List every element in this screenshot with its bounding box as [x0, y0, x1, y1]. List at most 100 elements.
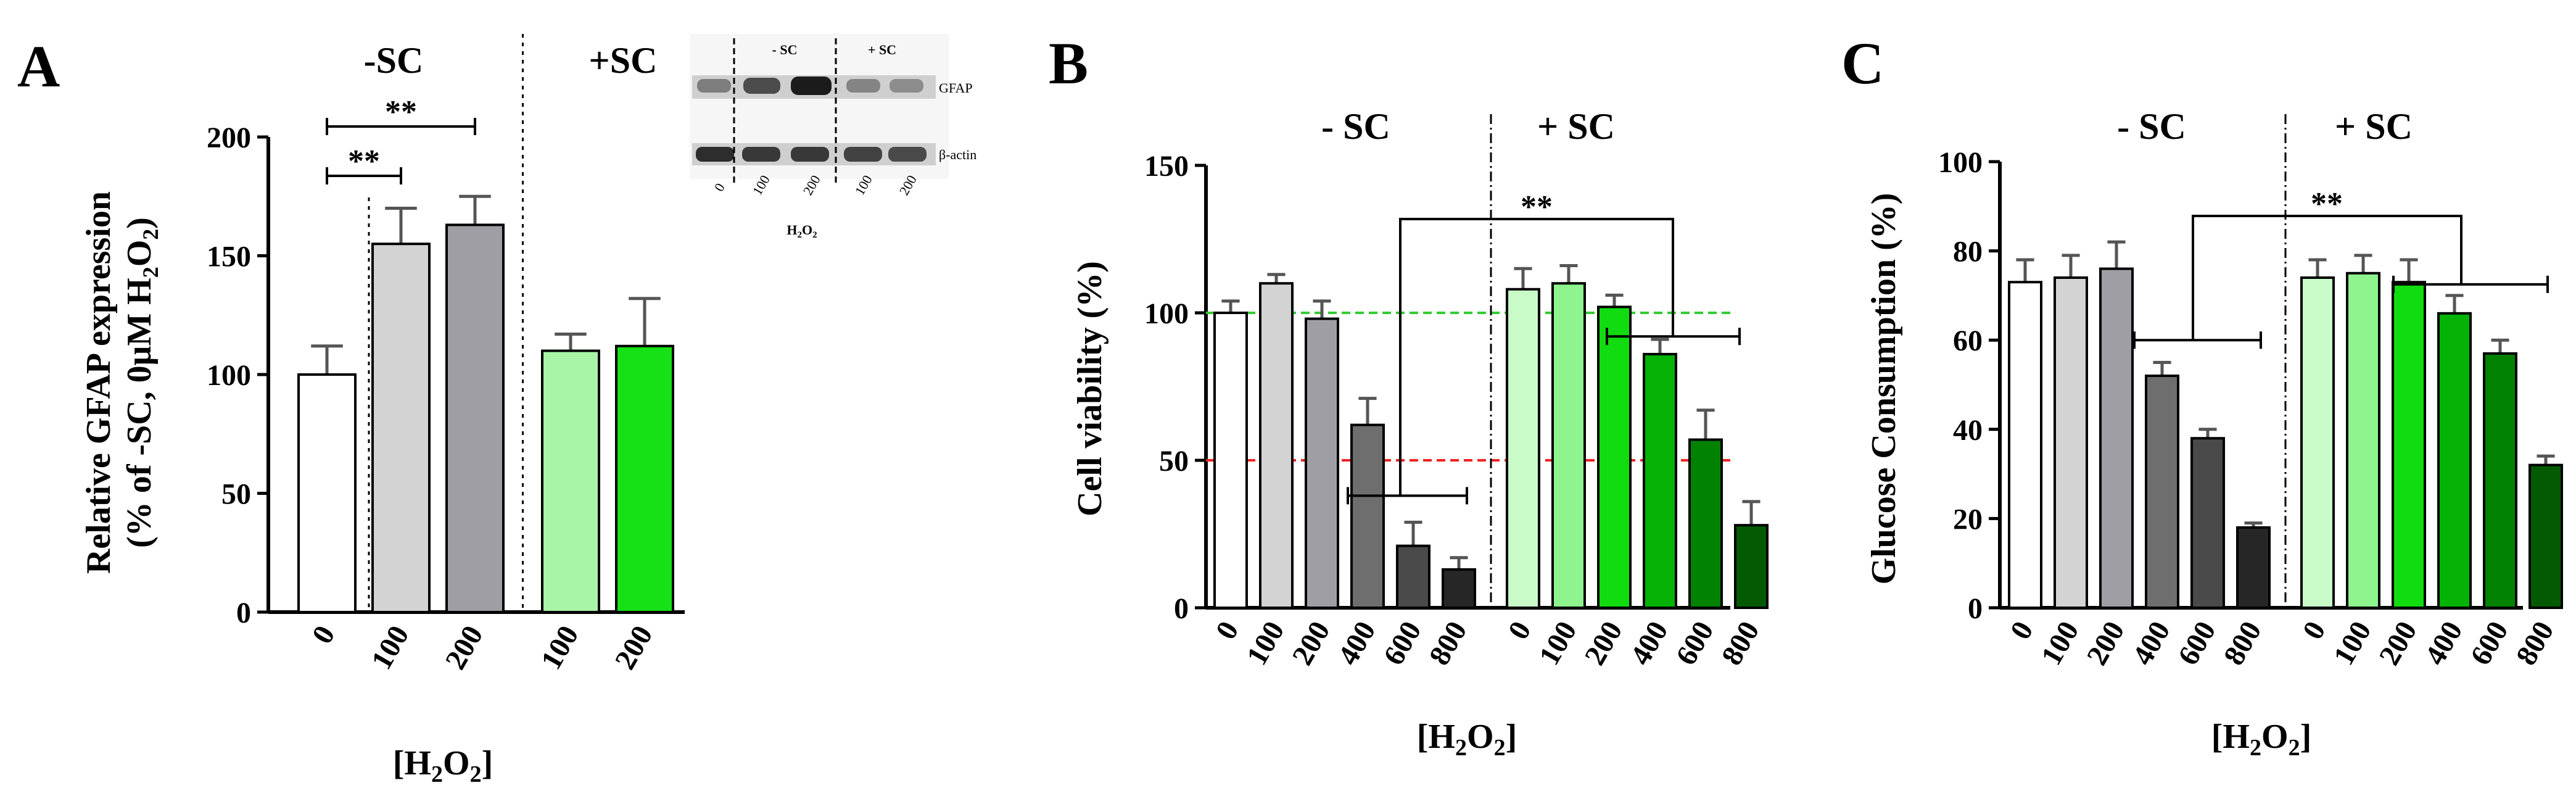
- panel-a-y-tick-label-150: 150: [207, 241, 251, 273]
- panel-c-bar-10: [2483, 352, 2517, 609]
- blot-band-actin-lane5: [888, 147, 927, 162]
- panel-b-bar-6: [1506, 288, 1540, 609]
- panel-b-bar-10: [1688, 438, 1723, 609]
- blot-band-actin-lane1: [696, 147, 734, 162]
- panel-b-x-tick-label-4: 600: [1377, 616, 1428, 671]
- panel-c-y-tick-label-0: 0: [1968, 592, 1983, 625]
- panel-letter-c: C: [1841, 30, 1884, 96]
- panel-b: B - SC + SC Cell viability (%) 0 50 100 150…: [1049, 30, 1769, 761]
- panel-c-bar-4: [2190, 437, 2225, 609]
- panel-b-bar-0: [1213, 312, 1248, 609]
- panel-b-bar-4: [1396, 544, 1430, 609]
- panel-b-bar-1: [1259, 282, 1294, 609]
- panel-c-y-tick-label-60: 60: [1953, 325, 1983, 357]
- panel-b-x-tick-label-5: 800: [1423, 616, 1474, 671]
- panel-c-x-tick-label-1: 100: [2035, 616, 2086, 671]
- panel-a-x-tick-label-3: 100: [535, 620, 585, 675]
- panel-b-y-tick-label-100: 100: [1144, 297, 1189, 330]
- blot-lane-label-1: 0: [711, 180, 728, 194]
- panel-a-y-tick-label-0: 0: [236, 597, 251, 629]
- panel-b-y-tick-label-150: 150: [1144, 150, 1189, 183]
- panel-b-bar-2: [1305, 317, 1339, 609]
- blot-band-actin-lane4: [844, 147, 882, 162]
- panel-b-x-tick-label-3: 400: [1332, 616, 1382, 671]
- panel-c-x-tick-label-6: 0: [2297, 616, 2332, 645]
- panel-c-x-tick-label-8: 200: [2373, 616, 2424, 671]
- panel-c-x-tick-label-7: 100: [2327, 616, 2378, 671]
- blot-row-label-gfap: GFAP: [939, 80, 973, 96]
- panel-a-ylabel-line1: Relative GFAP expression: [80, 191, 118, 574]
- blot-row-label-actin: β-actin: [939, 147, 976, 162]
- panel-b-x-tick-label-11: 800: [1715, 616, 1766, 671]
- panel-b-group-plus-sc: + SC: [1537, 106, 1615, 147]
- panel-a-y-tick-label-100: 100: [207, 359, 251, 392]
- panel-b-x-tick-label-10: 600: [1670, 616, 1720, 671]
- panel-b-sig-bracket: [1399, 218, 1674, 496]
- panel-a-sig-label-1: **: [385, 94, 417, 130]
- panel-c-x-tick-label-9: 400: [2419, 616, 2469, 671]
- panel-b-bar-8: [1597, 305, 1632, 609]
- panel-c-sig-bracket: [2192, 215, 2462, 341]
- blot-band-actin-lane2: [742, 147, 780, 162]
- panel-c-x-tick-label-5: 800: [2218, 616, 2268, 671]
- panel-b-x-tick-label-0: 0: [1210, 616, 1245, 645]
- blot-group-label-plus: + SC: [868, 42, 896, 57]
- panel-a-group-minus-sc: -SC: [364, 40, 424, 81]
- panel-b-bar-9: [1643, 352, 1677, 609]
- panel-b-y-tick-label-50: 50: [1159, 445, 1189, 478]
- panel-c-x-tick-label-10: 600: [2464, 616, 2515, 671]
- panel-a-group-plus-sc: +SC: [589, 40, 658, 81]
- panel-c-x-tick-label-0: 0: [2004, 616, 2040, 645]
- panel-a-y-tick-label-50: 50: [221, 478, 251, 511]
- blot-band-actin-lane3: [791, 147, 829, 162]
- panel-b-bar-11: [1734, 524, 1769, 609]
- panel-c-x-tick-label-4: 600: [2172, 616, 2223, 671]
- panel-c-x-tick-label-11: 800: [2510, 616, 2561, 671]
- panel-c-group-plus-sc: + SC: [2335, 106, 2413, 147]
- panel-b-y-axis-title: Cell viability (%): [1071, 261, 1109, 516]
- panel-b-bar-3: [1350, 423, 1385, 609]
- panel-a-bar-3: [541, 349, 600, 613]
- panel-c-x-tick-label-3: 400: [2126, 616, 2177, 671]
- panel-b-bar-5: [1442, 568, 1476, 609]
- panel-a-x-tick-label-2: 200: [439, 620, 490, 675]
- blot-band-gfap-lane4: [846, 79, 880, 93]
- panel-b-x-axis-title: [H2O2]: [1417, 718, 1517, 761]
- panel-b-sig-label: **: [1521, 189, 1553, 225]
- blot-band-gfap-lane1: [697, 79, 731, 93]
- panel-a-y-axis-title: Relative GFAP expression (% of -SC, 0μM …: [80, 191, 163, 574]
- panel-a: A -SC +SC Relative GFAP expression (% of…: [17, 33, 976, 787]
- panel-a-x-tick-label-4: 200: [609, 620, 659, 675]
- panel-a-bar-2: [445, 223, 505, 613]
- panel-c-bar-8: [2392, 281, 2426, 609]
- panel-b-x-tick-label-6: 0: [1502, 616, 1538, 645]
- blot-x-label: H2O2: [786, 222, 817, 240]
- panel-c-bar-9: [2437, 312, 2472, 609]
- blot-band-gfap-lane3: [791, 77, 832, 95]
- panel-c-y-tick-label-100: 100: [1938, 146, 1983, 179]
- panel-c-sig-label: **: [2311, 186, 2343, 222]
- panel-a-x-tick-label-0: 0: [306, 620, 342, 649]
- blot-band-gfap-lane5: [890, 79, 923, 93]
- panel-c-x-axis-title: [H2O2]: [2211, 718, 2311, 761]
- panel-c-bar-7: [2346, 271, 2380, 609]
- blot-group-label-minus: - SC: [772, 42, 798, 57]
- panel-c-bar-5: [2236, 526, 2271, 609]
- panel-c: C - SC + SC Glucose Consumption (%) 0 20 4…: [1841, 30, 2563, 761]
- blot-band-gfap-lane2: [743, 78, 780, 94]
- panel-a-plot: 0 50 100 150 200 0 100 200 100 200 ****: [207, 34, 685, 675]
- panel-c-y-axis-title: Glucose Consumption (%): [1865, 193, 1903, 585]
- panel-a-bar-4: [615, 344, 674, 613]
- panel-c-bar-1: [2054, 276, 2088, 610]
- panel-a-ylabel-line2: (% of -SC, 0μM H2O2): [120, 217, 163, 548]
- panel-a-sig-label-0: **: [348, 144, 380, 179]
- panel-c-bar-6: [2300, 276, 2335, 610]
- panel-b-x-tick-label-8: 200: [1579, 616, 1629, 671]
- panel-c-bar-2: [2099, 267, 2134, 609]
- panel-b-x-tick-label-2: 200: [1286, 616, 1337, 671]
- panel-c-y-tick-label-40: 40: [1953, 414, 1983, 447]
- panel-a-bar-0: [297, 373, 357, 613]
- panel-a-x-axis-title: [H2O2]: [393, 744, 493, 787]
